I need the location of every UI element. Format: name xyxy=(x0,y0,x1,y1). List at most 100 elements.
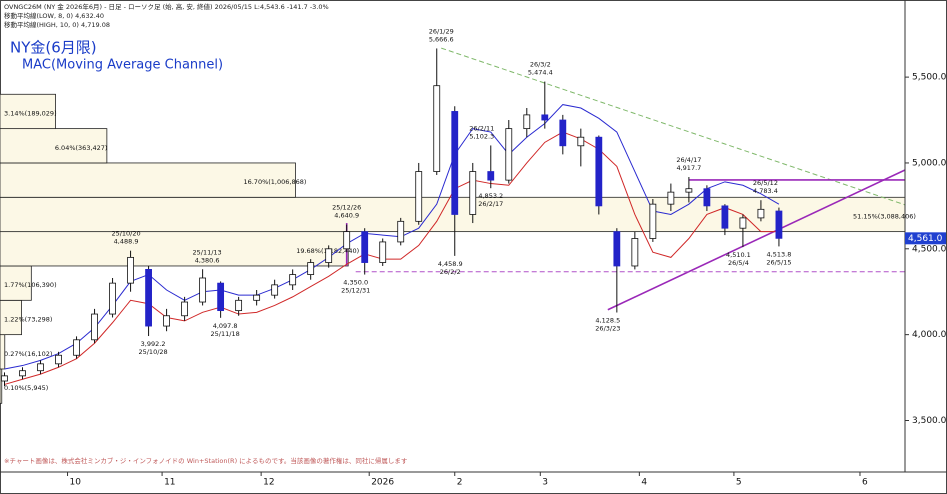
candle-body xyxy=(685,188,693,193)
candle-body xyxy=(145,269,152,327)
candle-body xyxy=(721,205,729,229)
annotation-text: 26/5/4 xyxy=(728,259,749,267)
trendline xyxy=(441,47,906,206)
candle-body xyxy=(343,231,351,250)
chart-subtitle: MAC(Moving Average Channel) xyxy=(22,58,223,73)
annotation: 4,853.226/2/17 xyxy=(478,192,503,208)
profile-label: 16.70%(1,006,868) xyxy=(243,178,306,186)
x-tick-label: 4 xyxy=(641,478,647,488)
annotation: 26/1/295,666.6 xyxy=(429,28,454,44)
candle-body xyxy=(307,262,315,275)
y-tick-label: 3,500.0 xyxy=(912,416,947,426)
annotation-text: 4,783.4 xyxy=(753,187,778,195)
x-tick-label: 11 xyxy=(164,478,175,488)
candle-body xyxy=(397,220,405,243)
candle-body xyxy=(253,294,261,301)
candle-body xyxy=(235,299,243,312)
profile-label: 6.04%(363,427) xyxy=(55,144,108,152)
candle-body xyxy=(667,191,675,205)
candle-body xyxy=(163,315,170,327)
plot: 25/10/204,488.93,992.225/10/2825/11/134,… xyxy=(1,28,906,387)
annotation-text: 4,488.9 xyxy=(114,238,139,246)
candle-body xyxy=(523,114,531,130)
x-tick-label: 5 xyxy=(736,478,742,488)
annotation-text: 26/5/12 xyxy=(753,179,778,187)
candle-body xyxy=(127,256,134,284)
annotation-text: 26/2/2 xyxy=(440,268,461,276)
candle-body xyxy=(19,370,26,377)
candle-body xyxy=(55,354,62,365)
candle-body xyxy=(289,274,297,286)
x-tick-label: 2026 xyxy=(371,478,394,488)
annotation-text: 5,666.6 xyxy=(429,36,454,44)
annotation-text: 26/4/17 xyxy=(676,156,701,164)
annotation-text: 25/10/28 xyxy=(138,348,167,356)
annotation-text: 4,853.2 xyxy=(478,192,503,200)
header-line: 移動平均線(HIGH, 10, 0) 4,719.08 xyxy=(4,20,110,29)
annotation-text: 4,097.8 xyxy=(213,322,238,330)
header-line: 移動平均線(LOW, 8, 0) 4,632.40 xyxy=(4,11,104,20)
candle-body xyxy=(217,282,225,312)
candle-body xyxy=(631,238,639,267)
annotation-text: 25/12/31 xyxy=(341,287,370,295)
profile-bar xyxy=(0,368,3,404)
last-price-label: 4,561.0 xyxy=(908,234,943,244)
candle-body xyxy=(433,85,441,172)
annotation-text: 4,350.0 xyxy=(343,279,368,287)
annotation: 26/3/25,474.4 xyxy=(528,61,553,77)
annotation-text: 26/2/11 xyxy=(469,124,494,132)
candle-body xyxy=(199,277,207,303)
annotation-text: 4,917.7 xyxy=(676,164,701,172)
annotation-text: 4,510.1 xyxy=(726,251,751,259)
candle-body xyxy=(37,363,44,372)
annotation-text: 3,992.2 xyxy=(141,340,166,348)
candle-body xyxy=(181,301,189,317)
candle-body xyxy=(487,171,495,181)
y-tick-label: 4,000.0 xyxy=(912,330,947,340)
candle-body xyxy=(73,339,80,356)
annotation: 4,458.926/2/2 xyxy=(438,260,463,276)
annotation-text: 25/11/13 xyxy=(193,248,222,256)
profile-label: 1.77%(106,390) xyxy=(4,281,57,289)
candle-body xyxy=(595,136,603,207)
candle-body xyxy=(577,136,585,147)
candle-body xyxy=(703,188,711,207)
annotation: 25/12/264,640.9 xyxy=(332,204,361,220)
annotation: 26/5/124,783.4 xyxy=(753,179,778,195)
profile-label: 0.27%(16,102) xyxy=(4,350,52,358)
profile-bar xyxy=(0,128,108,164)
profile-label: 51.15%(3,088,406) xyxy=(853,212,916,220)
candle-body xyxy=(91,313,98,341)
x-tick-label: 2 xyxy=(457,478,463,488)
candle-body xyxy=(757,208,765,219)
annotation: 25/11/134,380.6 xyxy=(193,248,222,264)
annotation-text: 4,513.8 xyxy=(767,250,792,258)
annotation: 25/10/204,488.9 xyxy=(111,230,140,246)
moving-average xyxy=(4,131,779,385)
annotation: 4,128.526/3/23 xyxy=(595,317,620,333)
candle-body xyxy=(559,119,567,147)
last-price-tag xyxy=(905,232,946,245)
chart-title: NY金(6月限) xyxy=(10,39,97,57)
annotation-text: 4,380.6 xyxy=(195,256,220,264)
annotation: 3,992.225/10/28 xyxy=(138,340,167,356)
candle-body xyxy=(1,375,8,382)
annotation: 4,097.825/11/18 xyxy=(211,322,240,338)
footer-note: ※チャート画像は、株式会社ミンカブ・ジ・インフォノイドの Win+Station… xyxy=(4,456,408,465)
y-tick-label: 4,500.0 xyxy=(912,244,947,254)
annotation-text: 26/2/17 xyxy=(478,200,503,208)
x-tick-label: 3 xyxy=(542,478,548,488)
candle-body xyxy=(271,284,279,296)
x-tick-label: 6 xyxy=(862,478,868,488)
candle-body xyxy=(415,171,423,222)
annotation: 4,350.025/12/31 xyxy=(341,279,370,295)
profile-label: 1.22%(73,298) xyxy=(4,315,52,323)
annotation: 26/4/174,917.7 xyxy=(676,156,701,172)
annotation: 4,510.126/5/4 xyxy=(726,251,751,267)
annotation-text: 25/12/26 xyxy=(332,204,361,212)
candle-body xyxy=(505,128,513,181)
profile-bar xyxy=(0,93,56,130)
annotation-text: 5,474.4 xyxy=(528,69,553,77)
annotation-text: 26/3/2 xyxy=(530,61,551,69)
